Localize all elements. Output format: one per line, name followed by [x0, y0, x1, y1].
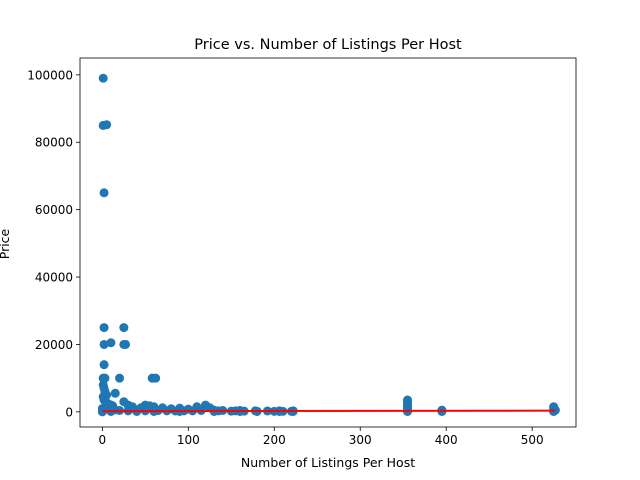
y-tick-label: 40000: [35, 271, 73, 285]
data-point: [97, 407, 107, 417]
data-point: [100, 373, 110, 383]
data-point: [121, 339, 131, 349]
data-point: [99, 339, 109, 349]
x-tick-label: 400: [435, 433, 458, 447]
data-point: [99, 360, 109, 370]
data-point: [102, 120, 112, 130]
chart-title: Price vs. Number of Listings Per Host: [194, 37, 462, 53]
data-point: [106, 338, 116, 348]
data-point: [151, 373, 161, 383]
trend-line: [102, 409, 556, 413]
y-tick-label: 20000: [35, 338, 73, 352]
data-point: [99, 323, 109, 333]
data-point: [98, 73, 108, 83]
x-tick-label: 100: [177, 433, 200, 447]
y-tick-label: 0: [65, 405, 73, 419]
plot-marks: [97, 73, 560, 417]
x-axis-label: Number of Listings Per Host: [241, 455, 415, 470]
plot-frame: [79, 57, 577, 428]
plot-axes: 0 100 200 300 400 500 0 20000 40000 60000 80000 100…: [27, 57, 577, 447]
y-axis-label: Price: [0, 228, 12, 259]
x-tick-label: 200: [263, 433, 286, 447]
y-tick-label: 80000: [35, 136, 73, 150]
x-tick-label: 300: [349, 433, 372, 447]
data-point: [99, 188, 109, 198]
data-point: [115, 373, 125, 383]
data-point: [110, 388, 120, 398]
data-point: [119, 323, 129, 333]
y-tick-label: 60000: [35, 203, 73, 217]
y-tick-label: 100000: [27, 68, 73, 82]
x-tick-label: 500: [521, 433, 544, 447]
x-tick-label: 0: [99, 433, 107, 447]
